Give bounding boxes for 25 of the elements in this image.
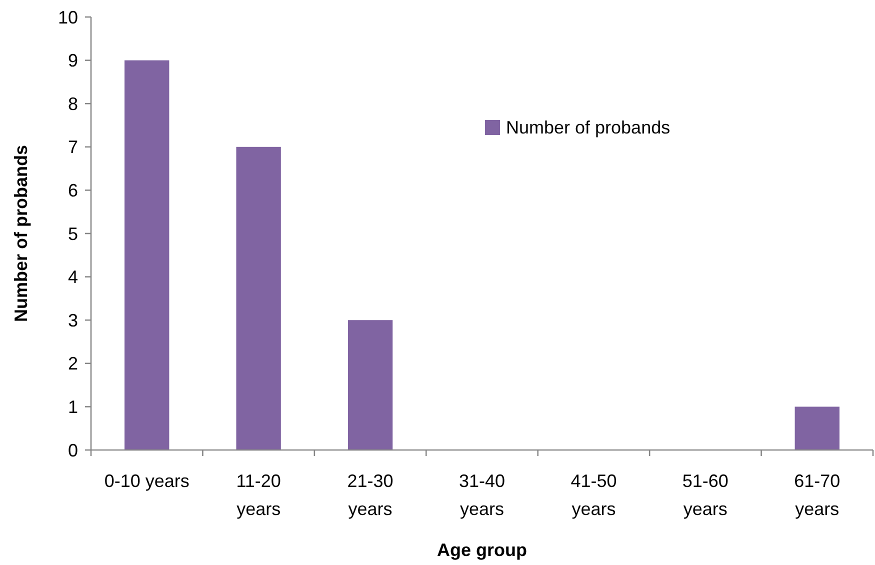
x-tick-label: 31-40 years <box>458 471 506 519</box>
legend-label: Number of probands <box>506 117 670 138</box>
y-axis-title: Number of probands <box>11 144 31 322</box>
x-tick-label: 51-60 years <box>682 471 728 519</box>
x-tick-label: 0-10 years <box>104 471 190 491</box>
x-axis-title: Age group <box>437 540 527 560</box>
x-tick-label: 11-20 years <box>236 471 281 519</box>
y-tick-label: 7 <box>68 137 78 158</box>
bar <box>124 60 170 450</box>
y-tick-label: 10 <box>58 7 78 28</box>
y-tick-label: 3 <box>68 310 78 330</box>
y-tick-label: 2 <box>68 354 78 374</box>
x-tick-label: 61-70 years <box>794 471 840 519</box>
bar <box>794 406 840 450</box>
bar <box>348 320 393 450</box>
y-tick-label: 5 <box>68 224 78 244</box>
y-tick-label: 0 <box>68 440 78 460</box>
y-tick-label: 6 <box>68 180 78 200</box>
bar <box>236 146 281 450</box>
y-tick-label: 1 <box>68 397 78 417</box>
y-tick-label: 4 <box>68 267 78 288</box>
x-tick-label: 21-30 years <box>347 471 394 519</box>
y-tick-label: 8 <box>68 94 78 114</box>
y-tick-label: 9 <box>68 50 78 71</box>
x-tick-label: 41-50 years <box>570 471 617 519</box>
